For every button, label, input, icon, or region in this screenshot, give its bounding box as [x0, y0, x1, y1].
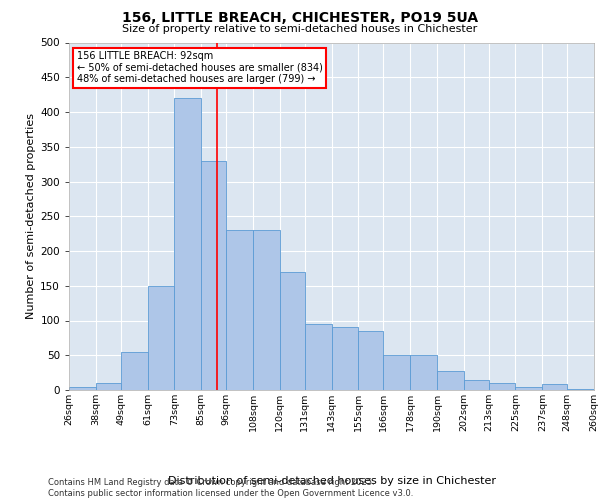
Bar [567, 388, 594, 390]
Bar [542, 384, 567, 390]
Bar [202, 160, 226, 390]
Bar [437, 371, 464, 390]
Bar [96, 383, 121, 390]
Bar [488, 383, 515, 390]
Bar [175, 98, 202, 390]
Text: 156 LITTLE BREACH: 92sqm
← 50% of semi-detached houses are smaller (834)
48% of : 156 LITTLE BREACH: 92sqm ← 50% of semi-d… [77, 51, 323, 84]
Text: Contains HM Land Registry data © Crown copyright and database right 2025.
Contai: Contains HM Land Registry data © Crown c… [48, 478, 413, 498]
Bar [280, 272, 305, 390]
Text: 156, LITTLE BREACH, CHICHESTER, PO19 5UA: 156, LITTLE BREACH, CHICHESTER, PO19 5UA [122, 11, 478, 25]
Bar [226, 230, 253, 390]
Bar [358, 331, 383, 390]
Bar [331, 328, 358, 390]
Y-axis label: Number of semi-detached properties: Number of semi-detached properties [26, 114, 36, 320]
Bar [383, 355, 410, 390]
Bar [305, 324, 331, 390]
Bar [148, 286, 175, 390]
Bar [410, 355, 437, 390]
Bar [69, 386, 96, 390]
Bar [253, 230, 280, 390]
X-axis label: Distribution of semi-detached houses by size in Chichester: Distribution of semi-detached houses by … [167, 476, 496, 486]
Bar [515, 386, 542, 390]
Bar [464, 380, 488, 390]
Bar [121, 352, 148, 390]
Text: Size of property relative to semi-detached houses in Chichester: Size of property relative to semi-detach… [122, 24, 478, 34]
